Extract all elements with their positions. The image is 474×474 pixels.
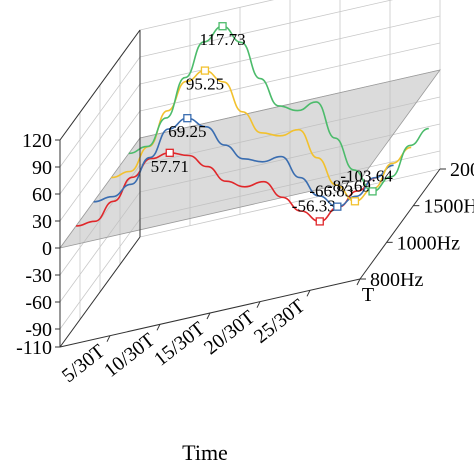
- z-tick-label: 1500Hz: [423, 196, 474, 218]
- trough-marker: [333, 202, 342, 211]
- peak-marker: [165, 148, 174, 157]
- trough-label: -103.64: [340, 166, 393, 185]
- peak-label: 117.73: [199, 30, 245, 49]
- y-tick-label: 90: [32, 157, 52, 179]
- series-line-2000Hz: [128, 25, 429, 193]
- trough-label: -66.83: [309, 182, 353, 201]
- y-tick-label: -90: [25, 319, 52, 341]
- x-tick-mark: [206, 312, 211, 320]
- series-lines: [75, 25, 429, 227]
- x-axis-label: Time: [182, 440, 228, 465]
- y-tick-label: -30: [25, 265, 52, 287]
- data-labels: 57.71 -56.33 69.25 -66.83 95.25 -87.69 117.73 -…: [151, 22, 393, 226]
- z-axis-ticks: 800Hz 1000Hz 1500Hz 200: [360, 159, 474, 291]
- y-tick-label: 30: [32, 211, 52, 233]
- x-tick-mark: [356, 278, 361, 286]
- trough-marker: [368, 187, 377, 196]
- y-axis-ticks: 120 90 60 30 0 -30 -60 -90-110: [16, 130, 60, 359]
- trough-marker: [350, 197, 360, 206]
- y-tick-label: -110: [16, 337, 52, 359]
- peak-label: 69.25: [168, 122, 206, 141]
- peak-marker: [218, 22, 227, 31]
- peak-marker: [200, 66, 210, 75]
- x-tick-mark: [256, 301, 261, 308]
- x-tick-mark: [106, 335, 111, 342]
- peak-label: 95.25: [186, 75, 224, 94]
- y-tick-label: 60: [32, 184, 52, 206]
- y-tick-label: -60: [25, 292, 52, 314]
- trough-marker: [315, 217, 324, 226]
- trough-label: -87.69: [327, 176, 371, 195]
- series-line-1500Hz: [111, 69, 412, 203]
- x-tick-mark: [156, 324, 161, 331]
- axis-line: [59, 29, 141, 141]
- series-line-800Hz: [75, 151, 377, 227]
- y-tick-label: 120: [22, 130, 52, 152]
- trough-label: -56.33: [292, 196, 336, 215]
- axis-line: [359, 168, 441, 280]
- series-line-1000Hz: [93, 117, 394, 208]
- z-tick-label: 800Hz: [370, 269, 423, 291]
- z-tick-label: 1000Hz: [397, 232, 460, 254]
- axis-line: [59, 236, 141, 348]
- z-tick-label: 200: [450, 159, 474, 181]
- y-tick-label: 0: [42, 238, 52, 260]
- x-tick-label: T: [362, 284, 374, 306]
- peak-label: 57.71: [151, 157, 189, 176]
- peak-marker: [183, 114, 192, 123]
- x-tick-mark: [306, 290, 311, 297]
